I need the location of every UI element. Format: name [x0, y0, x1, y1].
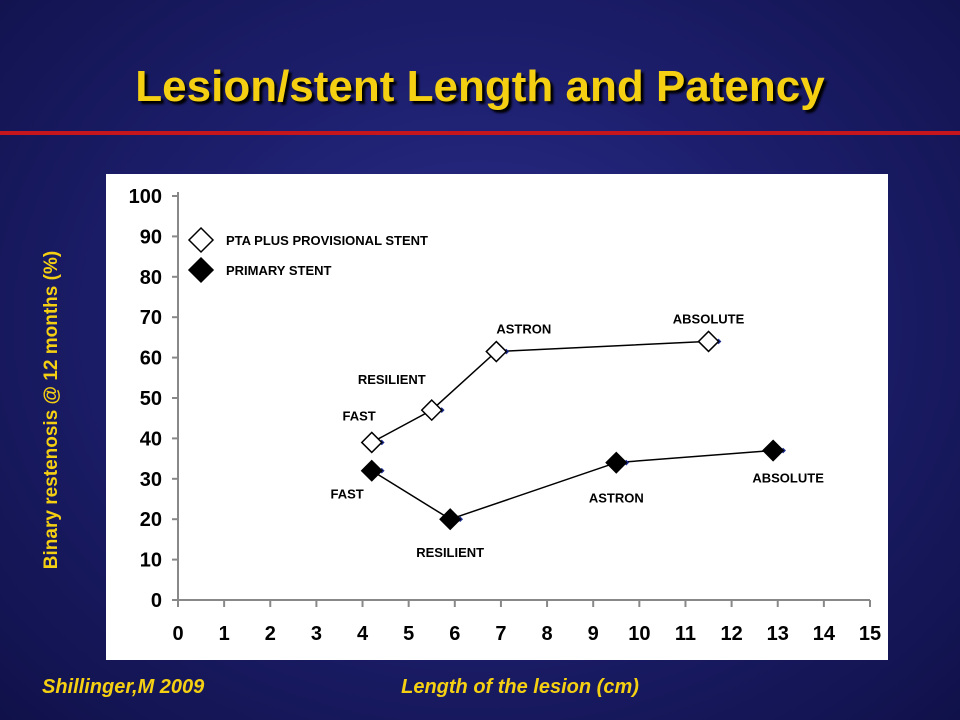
x-tick-label: 11 [675, 623, 696, 645]
point-label: RESILIENT [358, 372, 426, 387]
data-point-absolute [762, 439, 785, 462]
x-tick-label: 2 [265, 623, 276, 645]
y-tick-label: 90 [140, 226, 162, 248]
y-tick-label: 10 [140, 550, 162, 572]
x-tick-label: 12 [720, 623, 742, 645]
x-tick-label: 9 [588, 623, 599, 645]
data-point-resilient [439, 508, 462, 531]
y-tick-label: 80 [140, 267, 162, 289]
x-tick-label: 10 [628, 623, 650, 645]
slide-title: Lesion/stent Length and Patency [135, 62, 825, 111]
point-label: ASTRON [496, 322, 551, 337]
data-point-resilient [420, 399, 443, 422]
x-tick-label: 14 [813, 623, 836, 645]
y-tick-label: 40 [140, 428, 162, 450]
y-tick-label: 60 [140, 348, 162, 370]
x-tick-label: 15 [859, 623, 881, 645]
x-tick-label: 1 [219, 623, 230, 645]
y-tick-label: 70 [140, 307, 162, 329]
legend-label: PRIMARY STENT [226, 263, 332, 278]
point-label: ABSOLUTE [752, 471, 824, 486]
legend-label: PTA PLUS PROVISIONAL STENT [226, 233, 428, 248]
legend-marker-provisional [187, 226, 215, 254]
x-tick-label: 7 [495, 623, 506, 645]
chart-panel: 0 10 20 30 40 50 60 70 80 90 100 0 1 2 3 4 5 6 7 8 9 10 11 12 13… [106, 174, 888, 660]
y-tick-label: 50 [140, 388, 162, 410]
y-tick-label: 100 [129, 186, 162, 208]
point-label: FAST [331, 487, 364, 502]
series-line-primary [371, 449, 774, 521]
point-label: ABSOLUTE [673, 311, 745, 326]
x-tick-label: 6 [449, 623, 460, 645]
x-tick-label: 3 [311, 623, 322, 645]
legend-marker-primary [187, 256, 215, 284]
data-point-absolute [697, 330, 720, 353]
y-tick-label: 20 [140, 509, 162, 531]
point-label: ASTRON [589, 491, 644, 506]
point-label: RESILIENT [416, 545, 484, 560]
x-tick-label: 4 [357, 623, 369, 645]
series-line-provisional [371, 340, 709, 444]
data-point-astron [485, 340, 508, 363]
x-axis-label: Length of the lesion (cm) [401, 676, 639, 698]
x-tick-label: 0 [172, 623, 183, 645]
data-point-astron [605, 451, 628, 474]
x-tick-label: 5 [403, 623, 414, 645]
citation: Shillinger,M 2009 [42, 676, 205, 698]
data-point-fast [360, 431, 383, 454]
title-divider [0, 131, 960, 135]
data-point-fast [360, 459, 383, 482]
x-tick-label: 8 [542, 623, 553, 645]
y-axis-label: Binary restenosis @ 12 months (%) [41, 250, 62, 570]
point-label: FAST [343, 408, 376, 423]
y-tick-label: 0 [151, 590, 162, 612]
x-tick-label: 13 [767, 623, 789, 645]
y-tick-label: 30 [140, 469, 162, 491]
